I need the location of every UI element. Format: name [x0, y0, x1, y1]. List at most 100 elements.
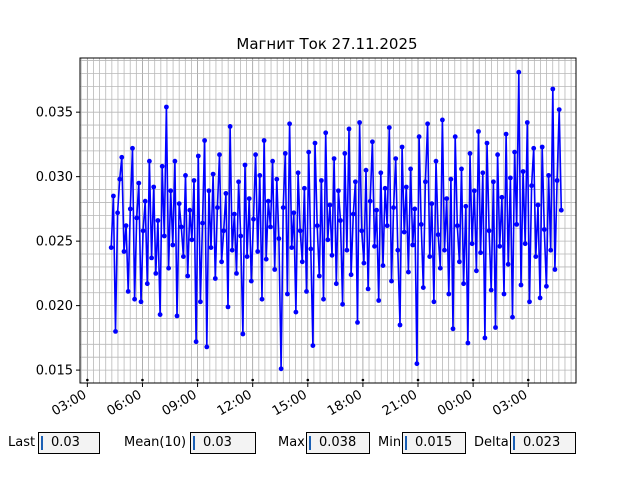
- data-point: [316, 273, 322, 279]
- data-point: [382, 185, 388, 191]
- data-point: [210, 171, 216, 177]
- y-tick-label: 0.015: [36, 364, 73, 379]
- data-point: [420, 285, 426, 290]
- data-point: [223, 191, 229, 196]
- data-point: [418, 222, 424, 227]
- data-point: [282, 151, 288, 156]
- x-tick-marker: [251, 378, 254, 382]
- data-point: [340, 301, 345, 307]
- data-point: [510, 314, 515, 320]
- x-tick-label: 03:00: [49, 387, 89, 419]
- data-point: [463, 203, 469, 209]
- data-point: [174, 313, 180, 319]
- data-point: [395, 247, 401, 253]
- data-point: [491, 179, 496, 185]
- data-point: [153, 271, 159, 276]
- chart-title: Магнит Ток 27.11.2025: [236, 35, 417, 53]
- data-point: [200, 220, 205, 226]
- data-point: [327, 202, 333, 208]
- data-point: [331, 156, 337, 162]
- data-point: [541, 227, 547, 232]
- data-point: [367, 198, 373, 204]
- data-point: [195, 153, 201, 159]
- data-point: [248, 278, 254, 284]
- data-point: [246, 196, 252, 202]
- data-point: [257, 173, 263, 178]
- data-point: [238, 233, 244, 239]
- data-point: [127, 206, 133, 212]
- stat-max-box: 0.038: [306, 432, 370, 454]
- data-point: [170, 242, 176, 248]
- data-point: [531, 145, 537, 151]
- data-point: [444, 196, 450, 202]
- data-point: [297, 228, 303, 234]
- data-point: [365, 286, 371, 292]
- data-point: [550, 86, 556, 92]
- data-point: [138, 299, 144, 305]
- data-point: [471, 188, 477, 194]
- data-point: [431, 299, 437, 305]
- data-point: [255, 249, 261, 254]
- y-tick-label: 0.035: [36, 106, 73, 121]
- data-point: [166, 265, 172, 271]
- data-point: [227, 124, 233, 129]
- data-point: [474, 268, 479, 274]
- data-point: [212, 276, 218, 281]
- data-point: [242, 162, 248, 168]
- data-point: [469, 241, 475, 247]
- data-point: [442, 247, 447, 253]
- data-point: [554, 178, 560, 183]
- data-point: [147, 158, 152, 164]
- data-point: [524, 120, 530, 125]
- data-point: [391, 205, 396, 211]
- data-point: [499, 194, 505, 200]
- data-point: [414, 361, 420, 367]
- data-point: [512, 149, 517, 155]
- data-point: [342, 151, 348, 156]
- x-tick-label: 03:00: [490, 387, 530, 419]
- data-point: [501, 291, 507, 297]
- data-point: [522, 241, 528, 247]
- data-point: [467, 151, 473, 156]
- data-point: [533, 254, 539, 259]
- data-point: [113, 329, 118, 334]
- data-point: [253, 152, 258, 158]
- data-point: [333, 281, 339, 287]
- data-point: [508, 175, 513, 181]
- data-point: [121, 249, 127, 254]
- data-point: [520, 169, 526, 174]
- current-chart: Магнит Ток 27.11.2025 0.015 0.020 0.025 0.0…: [36, 35, 577, 419]
- data-point: [408, 166, 413, 172]
- data-point: [285, 291, 290, 297]
- data-point: [140, 228, 146, 234]
- data-point: [454, 223, 460, 229]
- data-point: [278, 366, 284, 372]
- data-point: [393, 156, 399, 162]
- data-point: [189, 237, 195, 243]
- data-point: [412, 206, 418, 212]
- data-point: [115, 210, 120, 216]
- stat-min-value: 0.015: [415, 435, 453, 450]
- stat-delta-value: 0.023: [523, 435, 561, 450]
- data-point: [372, 243, 377, 249]
- data-point: [478, 250, 483, 256]
- data-point: [270, 158, 275, 164]
- data-point: [350, 211, 356, 217]
- x-tick-marker: [141, 378, 144, 382]
- data-point: [378, 170, 384, 176]
- data-point: [355, 320, 360, 325]
- data-point: [161, 233, 167, 239]
- data-point: [376, 298, 382, 303]
- data-point: [176, 201, 182, 207]
- data-point: [108, 245, 114, 251]
- data-point: [370, 139, 375, 145]
- stat-delta-label: Delta: [474, 435, 509, 450]
- data-point: [384, 223, 390, 229]
- data-point: [111, 193, 116, 199]
- data-point: [386, 125, 392, 130]
- data-point: [125, 289, 131, 294]
- data-point: [310, 343, 316, 348]
- stat-delta-box: 0.023: [510, 432, 576, 454]
- data-point: [380, 263, 386, 268]
- x-tick-label: 06:00: [105, 387, 145, 419]
